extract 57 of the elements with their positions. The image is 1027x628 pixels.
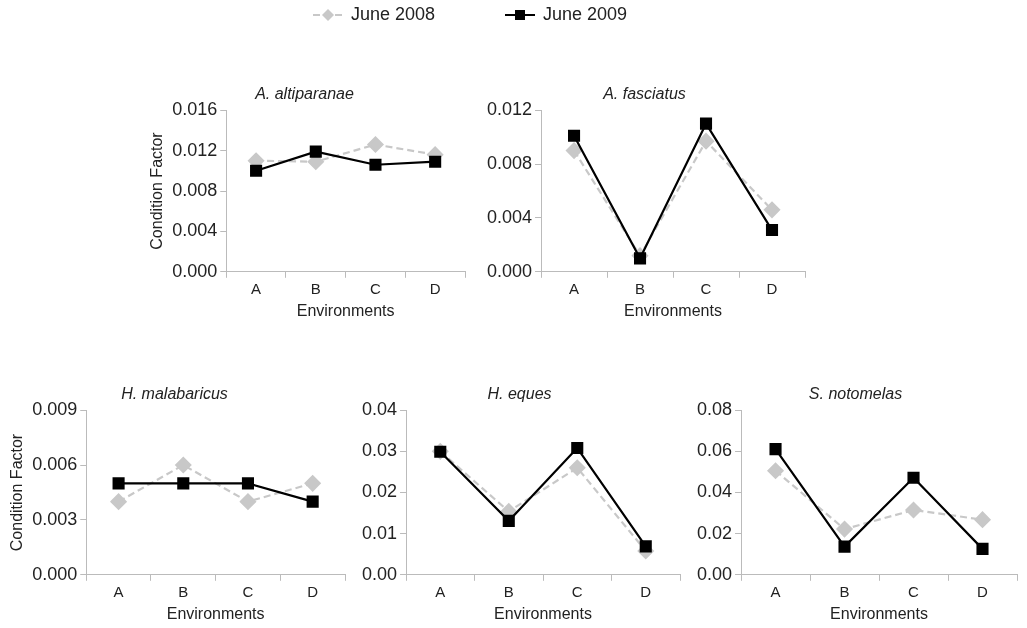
legend-label: June 2008	[350, 4, 435, 25]
y-tick-label: 0.02	[696, 522, 733, 543]
legend-label: June 2009	[543, 4, 628, 25]
y-axis-title: Condition Factor	[8, 433, 26, 552]
y-tick-label: 0.012	[487, 99, 533, 120]
y-tick-label: 0.00	[361, 563, 398, 584]
y-axis-title: Condition Factor	[148, 131, 166, 250]
x-tick-label: C	[571, 582, 583, 600]
y-tick-label: 0.004	[172, 220, 218, 241]
x-axis-title: Environments	[166, 604, 265, 622]
x-tick-label: B	[839, 582, 850, 600]
y-tick-label: 0.008	[487, 153, 533, 174]
x-axis-title: Environments	[494, 604, 592, 622]
y-tick-label: 0.04	[361, 399, 398, 420]
y-tick-label: 0.004	[487, 206, 533, 227]
x-tick-label: C	[242, 582, 254, 600]
x-tick-label: B	[310, 279, 321, 297]
y-tick-label: 0.016	[172, 99, 218, 120]
y-tick-label: 0.009	[32, 399, 78, 420]
x-tick-label: D	[429, 279, 441, 297]
y-tick-label: 0.000	[172, 260, 218, 281]
x-tick-label: B	[635, 279, 646, 297]
chart-title: H. eques	[487, 385, 552, 403]
y-tick-label: 0.03	[361, 440, 398, 461]
x-tick-label: D	[766, 279, 778, 297]
x-axis-title: Environments	[830, 604, 928, 622]
x-tick-label: C	[908, 582, 920, 600]
y-tick-label: 0.00	[696, 563, 733, 584]
x-tick-label: D	[977, 582, 989, 600]
x-tick-label: B	[503, 582, 514, 600]
x-tick-label: A	[569, 279, 580, 297]
x-tick-label: A	[770, 582, 781, 600]
x-tick-label: D	[307, 582, 319, 600]
y-tick-label: 0.000	[32, 563, 78, 584]
x-tick-label: B	[178, 582, 189, 600]
y-tick-label: 0.02	[361, 481, 398, 502]
y-tick-label: 0.006	[32, 454, 78, 475]
x-tick-label: A	[113, 582, 124, 600]
y-tick-label: 0.003	[32, 508, 78, 529]
y-tick-label: 0.08	[696, 399, 733, 420]
y-tick-label: 0.012	[172, 139, 218, 160]
x-axis-title: Environments	[296, 301, 395, 319]
y-tick-label: 0.008	[172, 179, 218, 200]
x-tick-label: C	[700, 279, 712, 297]
x-tick-label: C	[370, 279, 382, 297]
y-tick-label: 0.01	[361, 522, 398, 543]
x-tick-label: D	[640, 582, 652, 600]
y-tick-label: 0.000	[487, 260, 533, 281]
chart-title: A. fasciatus	[602, 85, 686, 103]
chart-title: S. notomelas	[808, 385, 903, 403]
y-tick-label: 0.06	[696, 440, 733, 461]
x-axis-title: Environments	[624, 301, 722, 319]
chart-title: H. malabaricus	[121, 385, 228, 403]
x-tick-label: A	[251, 279, 262, 297]
y-tick-label: 0.04	[696, 481, 733, 502]
chart-title: A. altiparanae	[254, 85, 354, 103]
x-tick-label: A	[435, 582, 446, 600]
